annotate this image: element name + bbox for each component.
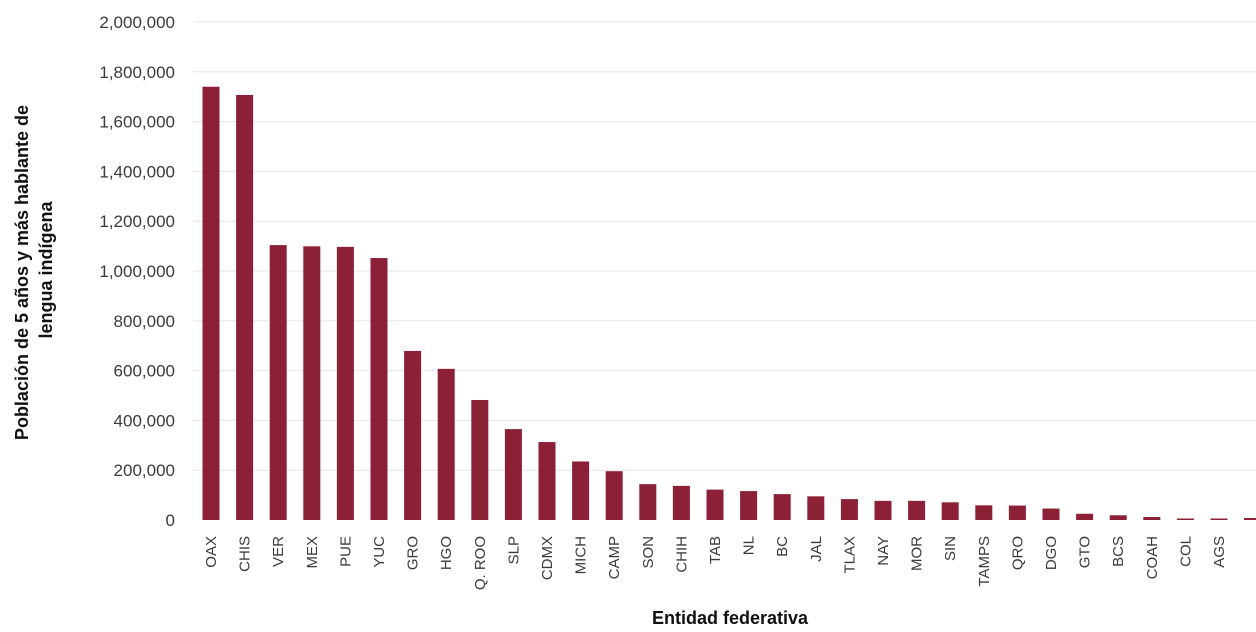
y-axis-title-line-1: Población de 5 años y más hablante de (12, 105, 32, 440)
y-tick-label: 1,800,000 (99, 63, 175, 82)
x-category-label: Q. ROO (472, 536, 489, 590)
bar (975, 505, 993, 520)
bar (740, 491, 758, 520)
x-category-label: YUC (371, 536, 388, 568)
bar (572, 461, 590, 520)
x-category-label: CHIH (673, 536, 690, 573)
x-category-label: OAX (203, 536, 220, 568)
bar (706, 489, 724, 520)
bar (404, 350, 422, 520)
y-tick-label: 1,200,000 (99, 212, 175, 231)
bar (605, 471, 623, 520)
bar (1210, 518, 1228, 520)
x-category-label: MEX (304, 536, 321, 569)
bar (672, 485, 690, 520)
x-category-label: SLP (505, 536, 522, 564)
y-tick-label: 1,000,000 (99, 262, 175, 281)
x-category-label: TAB (707, 536, 724, 564)
x-category-label: CAMP (606, 536, 623, 579)
bar (1244, 518, 1256, 520)
y-tick-label: 200,000 (114, 461, 175, 480)
x-category-label: PUE (337, 536, 354, 567)
x-category-label: BCS (1110, 536, 1127, 567)
y-axis-ticks: 0 200,000 400,000 600,000 800,000 1,000,000 1,… (99, 13, 175, 530)
x-category-label: CDMX (539, 536, 556, 580)
bar (269, 245, 287, 520)
x-category-label: DGO (1043, 536, 1060, 570)
bar (471, 399, 489, 520)
bar (840, 499, 858, 520)
x-category-label: SIN (942, 536, 959, 561)
x-category-label: QRO (1009, 536, 1026, 570)
x-category-label: NAY (875, 536, 892, 566)
y-axis-title: Población de 5 años y más hablante de le… (12, 100, 56, 440)
y-tick-label: 1,400,000 (99, 162, 175, 181)
y-tick-label: 600,000 (114, 362, 175, 381)
bar (1076, 513, 1094, 520)
bar (336, 246, 354, 521)
x-category-label: TLAX (841, 536, 858, 574)
bar (1042, 508, 1060, 520)
x-category-label: GRO (405, 536, 422, 570)
bar (538, 442, 556, 520)
x-category-label: MICH (573, 536, 590, 574)
x-category-label: VER (270, 536, 287, 567)
y-tick-label: 800,000 (114, 312, 175, 331)
bar (1143, 517, 1161, 520)
x-axis-title: Entidad federativa (652, 608, 809, 628)
bar (1109, 515, 1127, 520)
bar (370, 258, 388, 520)
bar (202, 86, 220, 521)
bar (437, 368, 455, 520)
x-category-label: GTO (1077, 536, 1094, 568)
x-category-label: TAMPS (976, 536, 993, 587)
bars (202, 86, 1256, 521)
bar (1008, 505, 1026, 520)
bar (504, 429, 522, 520)
bar (1176, 518, 1194, 520)
y-tick-label: 2,000,000 (99, 13, 175, 32)
bar (773, 494, 791, 520)
bar (807, 496, 825, 520)
bar (236, 94, 254, 520)
x-category-label: COAH (1144, 536, 1161, 579)
y-tick-label: 0 (166, 511, 175, 530)
bar (874, 500, 892, 520)
bar (941, 502, 959, 520)
grid-lines (193, 21, 1256, 471)
bar (639, 484, 657, 520)
y-tick-label: 1,600,000 (99, 113, 175, 132)
x-category-label: MOR (909, 536, 926, 571)
y-tick-label: 400,000 (114, 411, 175, 430)
y-axis-title-line-2: lengua indígena (36, 201, 56, 339)
x-axis-categories: OAX CHIS VER MEX PUE YUC GRO HGO Q. ROO SLP CDMX MI… (203, 536, 1228, 590)
x-category-label: CHIS (237, 536, 254, 572)
bar (303, 246, 321, 520)
x-category-label: JAL (808, 536, 825, 562)
x-category-label: COL (1177, 536, 1194, 567)
x-category-label: NL (741, 536, 758, 555)
bar (908, 500, 926, 520)
x-category-label: SON (640, 536, 657, 569)
x-category-label: BC (774, 536, 791, 557)
x-category-label: HGO (438, 536, 455, 570)
x-category-label: AGS (1211, 536, 1228, 568)
